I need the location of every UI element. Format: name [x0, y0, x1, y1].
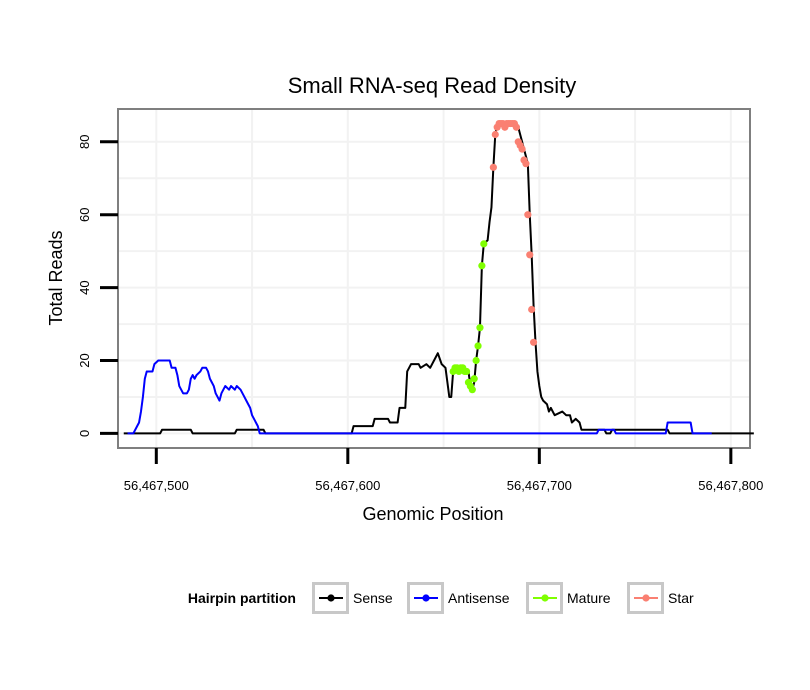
star-point	[518, 145, 526, 153]
mature-point	[470, 375, 478, 383]
y-tick-label: 20	[77, 353, 92, 367]
legend: Hairpin partition Sense Antisense Mature St…	[188, 582, 694, 614]
star-point	[526, 251, 534, 259]
x-axis-title: Genomic Position	[362, 504, 503, 524]
legend-key-point	[327, 594, 335, 602]
mature-point	[468, 386, 476, 394]
mature-point	[474, 342, 482, 350]
legend-label: Sense	[353, 590, 393, 606]
star-point	[512, 123, 520, 131]
chart-title: Small RNA-seq Read Density	[288, 73, 577, 98]
legend-key-point	[642, 594, 650, 602]
y-tick-label: 60	[77, 207, 92, 221]
x-tick-label: 56,467,600	[315, 478, 380, 493]
legend-key-point	[422, 594, 430, 602]
legend-key-point	[541, 594, 549, 602]
series-layer	[123, 119, 754, 435]
legend-label: Mature	[567, 590, 611, 606]
legend-label: Star	[668, 590, 694, 606]
star-point	[529, 338, 538, 346]
star-point	[528, 305, 536, 314]
mature-point	[476, 324, 484, 332]
mature-point	[478, 262, 486, 270]
mature-point	[472, 356, 480, 365]
y-axis: 0 20 40 60 80	[77, 135, 118, 437]
antisense-series-line	[127, 359, 712, 435]
star-point	[522, 160, 530, 168]
sense-series-line	[123, 122, 754, 435]
x-axis: 56,467,500 56,467,600 56,467,700 56,467,800	[124, 448, 763, 493]
x-tick-label: 56,467,700	[507, 478, 572, 493]
star-point	[491, 130, 499, 139]
x-tick-label: 56,467,500	[124, 478, 189, 493]
legend-title: Hairpin partition	[188, 590, 296, 606]
x-tick-label: 56,467,800	[698, 478, 763, 493]
star-point	[524, 211, 532, 219]
star-point	[489, 163, 497, 171]
y-tick-label: 80	[77, 135, 92, 149]
y-axis-title: Total Reads	[46, 230, 66, 325]
legend-label: Antisense	[448, 590, 510, 606]
mature-point	[480, 240, 488, 248]
y-tick-label: 0	[77, 430, 92, 437]
mature-point	[462, 367, 471, 376]
y-tick-label: 40	[77, 280, 92, 294]
